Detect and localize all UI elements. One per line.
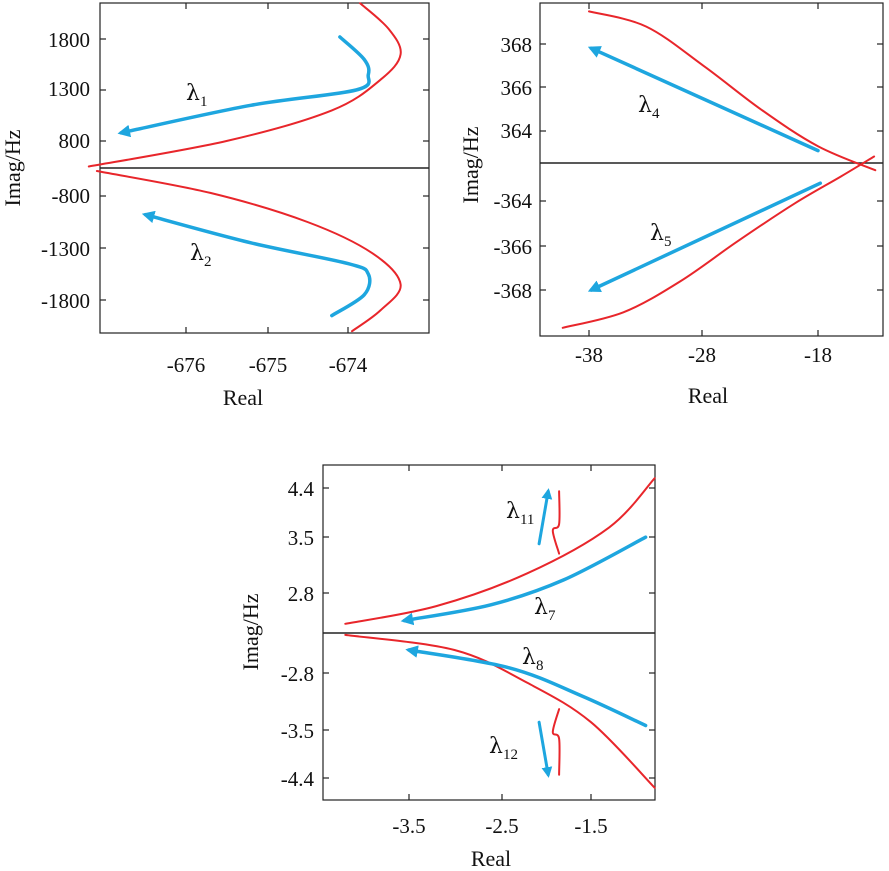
lambda-7-label: λ7 xyxy=(534,595,556,624)
lambda-8-label: λ8 xyxy=(522,645,543,674)
lambda-11-label: λ11 xyxy=(506,499,534,528)
panel-b-ylabel: Imag/Hz xyxy=(458,126,483,203)
lambda-5-red-trajectory xyxy=(561,155,876,329)
panel-c-ylabel: Imag/Hz xyxy=(238,593,263,670)
lambda-1-blue-arrow xyxy=(117,35,371,138)
panel-a-xtick-675: -675 xyxy=(249,353,288,377)
panel-a-ytick-neg1300: -1300 xyxy=(41,237,90,261)
panel-b-ytick-366: 366 xyxy=(501,76,533,100)
lambda-8-red-trajectory xyxy=(344,633,656,789)
panel-a-xtick-676: -676 xyxy=(167,353,206,377)
lambda-7-blue-arrow xyxy=(400,535,648,626)
panel-a-ytick-800: 800 xyxy=(59,129,91,153)
panel-c-ytick-neg2.8: -2.8 xyxy=(281,662,314,686)
lambda-5-blue-arrow xyxy=(587,181,823,292)
panel-c-ytick-3.5: 3.5 xyxy=(288,526,314,550)
lambda-12-blue-arrow xyxy=(537,720,553,778)
panel-c-ticks xyxy=(323,465,655,800)
panel-c: 4.4 3.5 2.8 -2.8 -3.5 -4.4 -3.5 -2.5 -1.… xyxy=(238,464,656,871)
lambda-1-label: λ1 xyxy=(186,81,207,110)
panel-b: 368 366 364 -364 -366 -368 -38 -28 -18 R… xyxy=(458,2,884,408)
lambda-5-label: λ5 xyxy=(650,221,671,250)
lambda-8-blue-arrow xyxy=(405,645,648,728)
lambda-4-red-trajectory xyxy=(588,10,877,172)
panel-c-xtick-3.5: -3.5 xyxy=(392,814,425,838)
panel-b-ytick-neg364: -364 xyxy=(494,189,533,213)
lambda-11-red-trajectory xyxy=(551,490,561,555)
panel-a-ytick-1800: 1800 xyxy=(48,28,90,52)
panel-b-ytick-368: 368 xyxy=(501,33,533,57)
lambda-4-label: λ4 xyxy=(638,93,660,122)
panel-b-xtick-38: -38 xyxy=(575,343,603,367)
lambda-2-label: λ2 xyxy=(190,241,211,270)
panel-b-xtick-28: -28 xyxy=(688,343,716,367)
panel-a: 1800 1300 800 -800 -1300 -1800 -676 -675… xyxy=(0,2,430,410)
panel-a-xlabel: Real xyxy=(223,385,263,410)
panel-a-ylabel: Imag/Hz xyxy=(0,129,25,206)
panel-a-xtick-674: -674 xyxy=(329,353,368,377)
panel-b-ytick-364: 364 xyxy=(501,119,533,143)
panel-b-xtick-18: -18 xyxy=(804,343,832,367)
panel-b-xlabel: Real xyxy=(688,383,728,408)
panel-c-xtick-1.5: -1.5 xyxy=(574,814,607,838)
lambda-1-red-trajectory xyxy=(87,2,402,168)
panel-a-curves xyxy=(87,2,402,333)
panel-c-xtick-2.5: -2.5 xyxy=(485,814,518,838)
lambda-2-blue-arrow xyxy=(141,210,372,318)
lambda-11-blue-arrow xyxy=(537,488,553,546)
lambda-12-label: λ12 xyxy=(489,734,518,763)
panel-b-curves xyxy=(561,10,877,329)
panel-b-frame xyxy=(539,2,884,337)
panel-c-xlabel: Real xyxy=(471,846,511,871)
panel-a-ytick-1300: 1300 xyxy=(48,77,90,101)
panel-a-ytick-neg1800: -1800 xyxy=(41,289,90,313)
panel-c-ytick-4.4: 4.4 xyxy=(288,477,315,501)
panel-a-ticks xyxy=(100,3,429,333)
panel-b-ytick-neg368: -368 xyxy=(494,279,533,303)
panel-a-ytick-neg800: -800 xyxy=(52,184,91,208)
panel-c-curves xyxy=(344,477,656,789)
panel-b-ytick-neg366: -366 xyxy=(494,235,533,259)
panel-c-ytick-neg4.4: -4.4 xyxy=(281,767,315,791)
lambda-12-red-trajectory xyxy=(551,708,561,776)
lambda-2-red-trajectory xyxy=(95,170,402,333)
panel-b-ticks xyxy=(540,3,883,336)
lambda-4-blue-arrow xyxy=(587,46,820,153)
panel-c-ytick-neg3.5: -3.5 xyxy=(281,719,314,743)
panel-c-ytick-2.8: 2.8 xyxy=(288,582,314,606)
